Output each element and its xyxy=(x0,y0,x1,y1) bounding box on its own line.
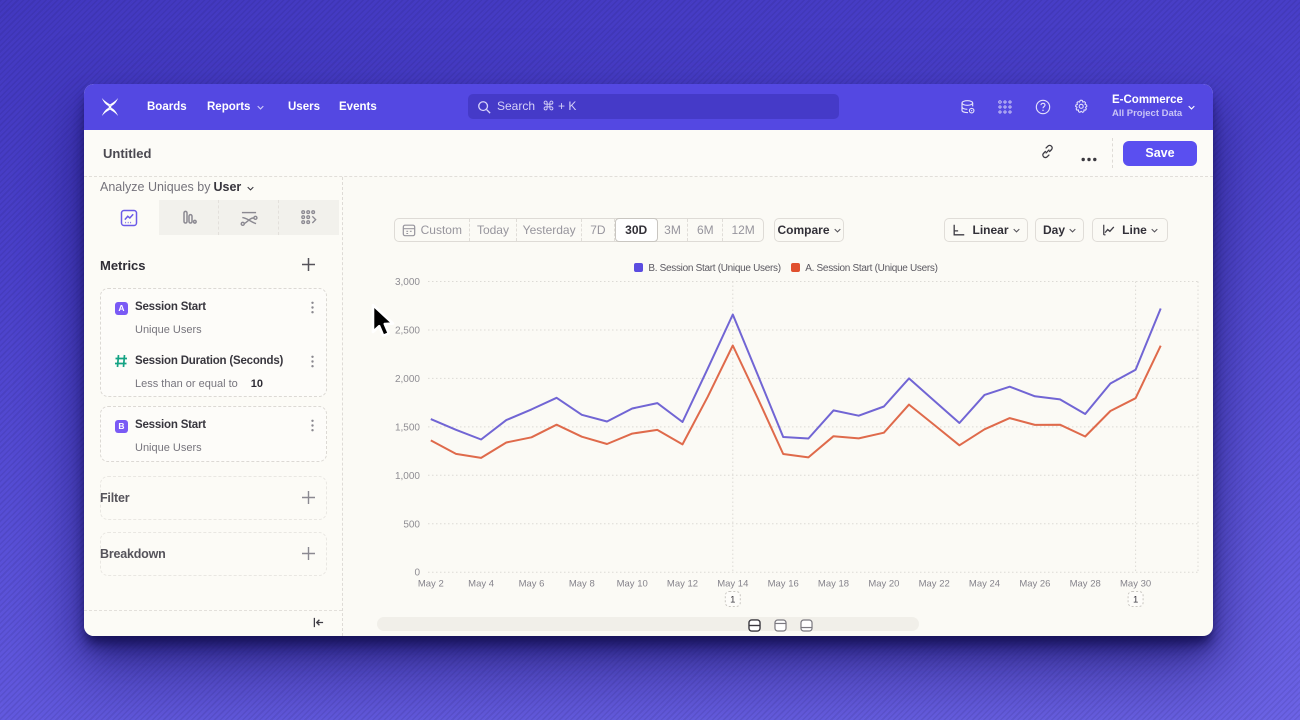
svg-text:May 30: May 30 xyxy=(1120,579,1151,590)
svg-text:May 28: May 28 xyxy=(1070,579,1101,590)
svg-text:May 2: May 2 xyxy=(418,579,444,590)
svg-text:May 8: May 8 xyxy=(569,579,595,590)
svg-text:0: 0 xyxy=(414,568,420,579)
svg-text:1,500: 1,500 xyxy=(395,422,420,433)
svg-text:3,000: 3,000 xyxy=(395,277,420,288)
svg-text:1: 1 xyxy=(1133,595,1138,606)
svg-text:May 16: May 16 xyxy=(768,579,799,590)
svg-text:May 10: May 10 xyxy=(617,579,648,590)
svg-text:May 22: May 22 xyxy=(919,579,950,590)
svg-text:May 26: May 26 xyxy=(1019,579,1050,590)
svg-text:May 20: May 20 xyxy=(868,579,899,590)
svg-text:May 4: May 4 xyxy=(468,579,494,590)
svg-text:500: 500 xyxy=(403,519,420,530)
svg-text:May 24: May 24 xyxy=(969,579,1000,590)
svg-text:May 18: May 18 xyxy=(818,579,849,590)
svg-text:May 14: May 14 xyxy=(717,579,748,590)
svg-text:1,000: 1,000 xyxy=(395,471,420,482)
svg-text:May 6: May 6 xyxy=(519,579,545,590)
svg-text:1: 1 xyxy=(730,595,735,606)
svg-text:2,000: 2,000 xyxy=(395,374,420,385)
svg-text:May 12: May 12 xyxy=(667,579,698,590)
svg-text:2,500: 2,500 xyxy=(395,326,420,337)
